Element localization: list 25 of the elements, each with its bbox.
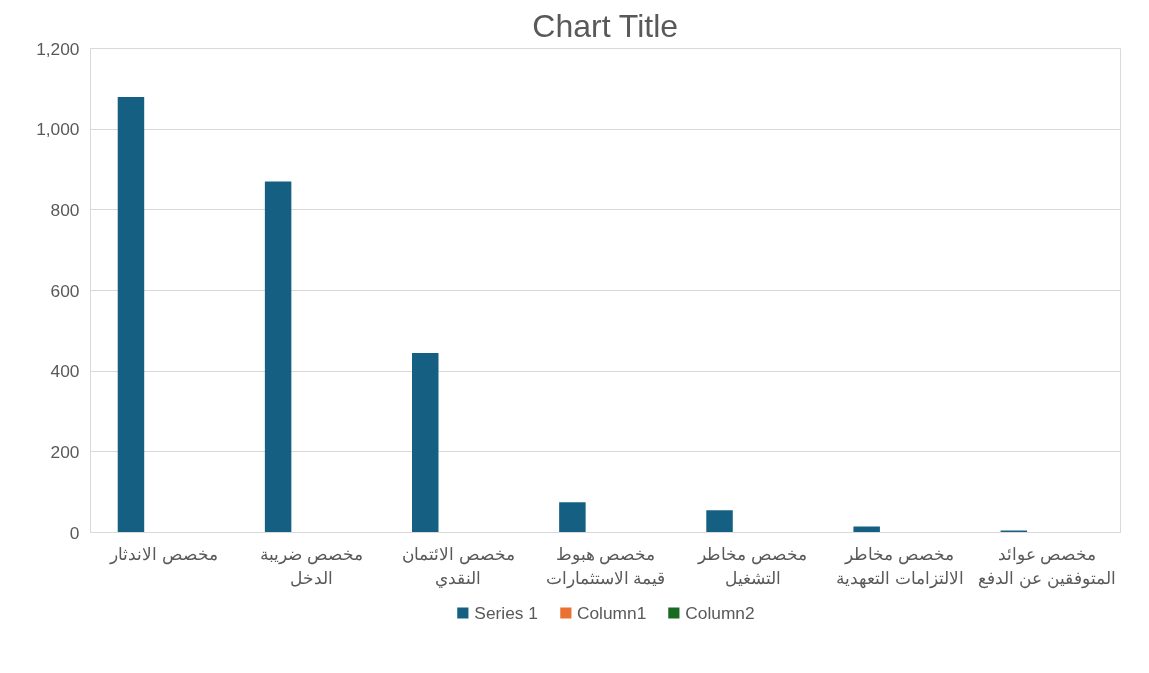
bar [1000, 530, 1028, 533]
bar [706, 510, 733, 533]
legend-label: Series 1 [474, 602, 538, 623]
bar [853, 526, 880, 533]
x-tick-label: مخصص هبوط قيمة الاستثمارات [545, 543, 666, 589]
x-tick-label: مخصص مخاطر التشغيل [697, 543, 808, 588]
bar [264, 181, 292, 533]
legend-label: Column1 [576, 602, 647, 623]
y-tick-label: 1,000 [36, 119, 80, 140]
y-tick-label: 0 [69, 522, 80, 543]
bar [117, 96, 145, 533]
x-tick-label: مخصص الائتمان النقدي [401, 543, 515, 588]
bar [559, 502, 586, 533]
x-tick-label: مخصص عوائد المتوفقين عن الدفع [978, 543, 1116, 589]
y-tick-label: 200 [50, 441, 80, 462]
chart-title: Chart Title [532, 7, 679, 44]
x-tick-label: مخصص مخاطر الالتزامات التعهدية [835, 543, 964, 589]
y-tick-label: 600 [50, 280, 80, 301]
x-tick-label: مخصص الاندثار [109, 543, 218, 565]
x-tick-label: مخصص ضريبة الدخل [259, 543, 363, 588]
y-tick-label: 800 [50, 199, 80, 220]
legend-label: Column2 [685, 602, 755, 623]
bar [412, 353, 439, 533]
y-tick-label: 1,200 [36, 38, 80, 59]
y-tick-label: 400 [50, 361, 80, 382]
